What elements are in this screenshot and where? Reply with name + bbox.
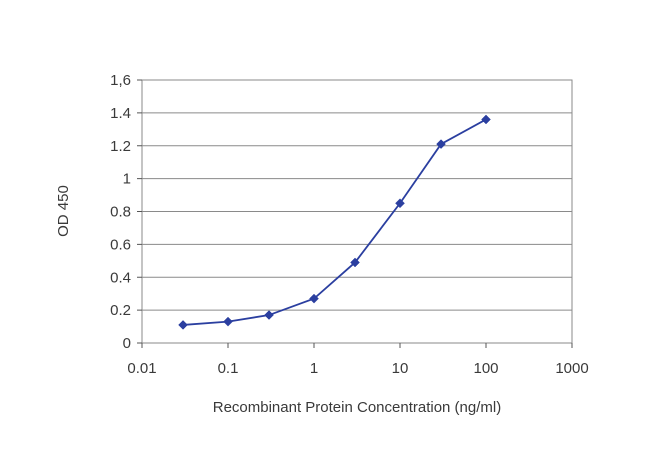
- y-tick-label: 0.2: [110, 302, 131, 319]
- y-tick-labels: 0 0.2 0.4 0.6 0.8 1 1.2 1.4 1,6: [110, 72, 131, 352]
- gridlines: [142, 112, 572, 311]
- data-point: [264, 310, 274, 320]
- x-axis-label: Recombinant Protein Concentration (ng/ml…: [213, 399, 501, 416]
- y-tick-label: 0.4: [110, 269, 131, 286]
- y-tick-label: 0.6: [110, 236, 131, 253]
- series-line: [182, 118, 487, 326]
- x-tick-label: 1: [310, 360, 318, 377]
- y-tick-label: 1: [123, 171, 131, 188]
- y-tick-label: 1,6: [110, 72, 131, 89]
- y-tick-label: 0.8: [110, 204, 131, 221]
- x-tick-label: 10: [392, 360, 409, 377]
- data-point: [436, 139, 446, 149]
- x-tick-label: 100: [473, 360, 498, 377]
- x-tick-label: 0.1: [218, 360, 239, 377]
- x-tick-label: 1000: [555, 360, 588, 377]
- y-tick-label: 0: [123, 335, 131, 352]
- data-point: [223, 316, 233, 327]
- y-tick-label: 1.2: [110, 138, 131, 155]
- x-tick-labels: 0.01 0.1 1 10 100 1000: [127, 360, 588, 377]
- series-layer: [178, 114, 491, 330]
- y-tick-label: 1.4: [110, 105, 131, 122]
- data-point: [350, 257, 360, 268]
- x-tick-label: 0.01: [127, 360, 156, 377]
- axes: [137, 79, 573, 348]
- data-point: [395, 198, 405, 209]
- y-axis-label: OD 450: [55, 185, 72, 237]
- data-point: [481, 114, 491, 125]
- data-point: [178, 320, 188, 330]
- data-point: [309, 293, 319, 304]
